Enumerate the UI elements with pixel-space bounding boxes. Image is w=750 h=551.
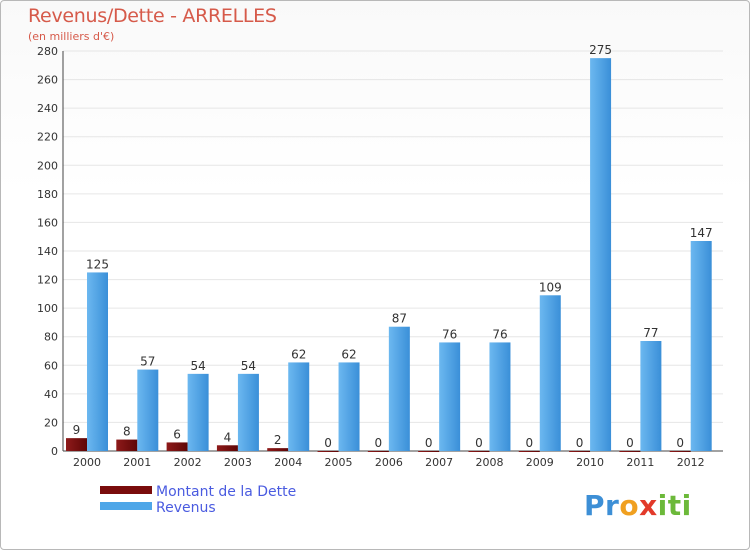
y-tick-label: 40: [44, 388, 58, 401]
y-tick-label: 160: [37, 216, 58, 229]
x-tick-label: 2006: [375, 456, 403, 469]
logo-letter: t: [667, 489, 682, 522]
proxiti-logo: Proxiti: [584, 489, 692, 522]
bar-revenus: [237, 373, 259, 451]
data-label-revenus: 77: [643, 326, 658, 340]
data-label-dette: 0: [626, 436, 634, 450]
bar-dette: [619, 451, 641, 452]
bar-dette: [116, 439, 138, 451]
x-tick-label: 2008: [475, 456, 503, 469]
data-label-dette: 0: [525, 436, 533, 450]
y-tick-label: 0: [51, 445, 58, 458]
y-tick-label: 60: [44, 359, 58, 372]
bar-revenus: [338, 362, 360, 451]
y-tick-label: 180: [37, 188, 58, 201]
data-label-revenus: 62: [341, 347, 356, 361]
y-tick-label: 220: [37, 131, 58, 144]
bar-dette: [166, 442, 188, 451]
x-tick-label: 2000: [73, 456, 101, 469]
data-label-revenus: 125: [86, 257, 109, 271]
data-label-revenus: 54: [190, 359, 205, 373]
logo-letter: i: [681, 489, 692, 522]
data-label-dette: 0: [324, 436, 332, 450]
data-label-dette: 8: [123, 425, 131, 439]
y-tick-label: 20: [44, 416, 58, 429]
data-label-dette: 0: [425, 436, 433, 450]
bar-dette: [267, 448, 289, 451]
data-label-dette: 0: [576, 436, 584, 450]
data-label-revenus: 147: [690, 226, 713, 240]
data-label-dette: 6: [173, 427, 181, 441]
data-label-dette: 9: [73, 423, 81, 437]
data-label-dette: 2: [274, 433, 282, 447]
bar-revenus: [539, 295, 561, 451]
legend-label-revenus: Revenus: [156, 500, 216, 516]
y-tick-label: 280: [37, 45, 58, 58]
bar-dette: [669, 451, 691, 452]
data-label-revenus: 76: [442, 327, 457, 341]
bar-dette: [468, 451, 490, 452]
bar-dette: [518, 451, 540, 452]
logo-letter: P: [584, 489, 606, 522]
data-label-dette: 4: [224, 430, 232, 444]
data-label-revenus: 109: [539, 280, 562, 294]
bar-revenus: [489, 342, 511, 451]
y-tick-label: 260: [37, 74, 58, 87]
data-label-revenus: 275: [589, 43, 612, 57]
y-tick-label: 80: [44, 331, 58, 344]
bar-revenus: [690, 241, 712, 451]
x-tick-label: 2012: [677, 456, 705, 469]
legend-swatch-dette: [100, 486, 152, 494]
y-tick-label: 200: [37, 159, 58, 172]
bar-dette: [66, 438, 87, 451]
bar-dette: [418, 451, 440, 452]
bar-dette: [216, 445, 238, 451]
data-label-dette: 0: [676, 436, 684, 450]
bar-revenus: [288, 362, 310, 451]
chart-subtitle: (en milliers d'€): [28, 30, 115, 43]
bar-revenus: [187, 373, 209, 451]
x-tick-label: 2011: [626, 456, 654, 469]
x-tick-label: 2007: [425, 456, 453, 469]
y-tick-label: 100: [37, 302, 58, 315]
logo-letter: i: [657, 489, 668, 522]
bar-dette: [569, 451, 591, 452]
x-tick-label: 2002: [174, 456, 202, 469]
logo-letter: r: [605, 489, 620, 522]
data-label-revenus: 76: [492, 327, 507, 341]
bar-dette: [317, 451, 339, 452]
bar-revenus: [137, 369, 159, 451]
logo-letter: o: [619, 489, 640, 522]
bar-revenus: [640, 341, 662, 451]
bar-revenus: [388, 326, 410, 451]
chart-title: Revenus/Dette - ARRELLES: [28, 5, 277, 27]
x-tick-label: 2009: [526, 456, 554, 469]
bar-revenus: [439, 342, 461, 451]
legend-swatch-revenus: [100, 502, 152, 510]
logo-letter: x: [639, 489, 658, 522]
bar-dette: [367, 451, 389, 452]
bar-revenus: [87, 272, 108, 451]
x-tick-label: 2005: [325, 456, 353, 469]
data-label-revenus: 87: [392, 312, 407, 326]
bar-revenus: [590, 58, 612, 452]
data-label-dette: 0: [475, 436, 483, 450]
x-tick-label: 2010: [576, 456, 604, 469]
data-label-dette: 0: [375, 436, 383, 450]
legend-label-dette: Montant de la Dette: [156, 484, 297, 500]
x-tick-label: 2001: [123, 456, 151, 469]
y-tick-label: 240: [37, 102, 58, 115]
x-tick-label: 2003: [224, 456, 252, 469]
data-label-revenus: 62: [291, 347, 306, 361]
x-tick-label: 2004: [274, 456, 302, 469]
y-tick-label: 120: [37, 274, 58, 287]
data-label-revenus: 57: [140, 355, 155, 369]
data-label-revenus: 54: [241, 359, 256, 373]
y-tick-label: 140: [37, 245, 58, 258]
